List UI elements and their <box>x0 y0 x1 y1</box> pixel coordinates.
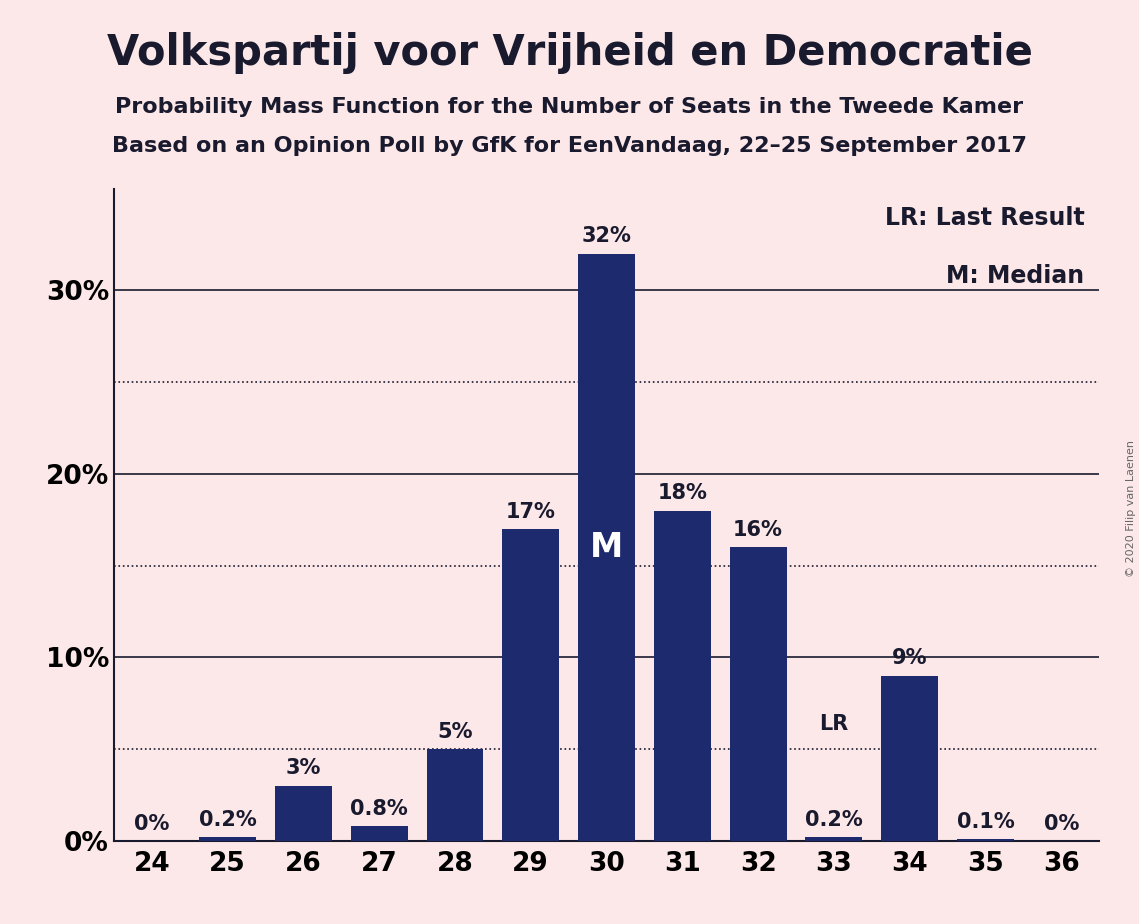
Bar <box>957 839 1014 841</box>
Text: M: Median: M: Median <box>947 264 1084 288</box>
Bar <box>426 749 483 841</box>
Bar <box>654 511 711 841</box>
Text: 0%: 0% <box>134 813 170 833</box>
Text: Based on an Opinion Poll by GfK for EenVandaag, 22–25 September 2017: Based on an Opinion Poll by GfK for EenV… <box>112 136 1027 156</box>
Bar <box>502 529 559 841</box>
Text: 32%: 32% <box>582 226 631 247</box>
Bar <box>730 547 787 841</box>
Text: 16%: 16% <box>734 520 782 540</box>
Bar <box>274 785 331 841</box>
Text: 5%: 5% <box>437 722 473 742</box>
Text: 0.2%: 0.2% <box>198 809 256 830</box>
Text: M: M <box>590 530 623 564</box>
Text: 0.2%: 0.2% <box>805 809 862 830</box>
Bar <box>579 254 634 841</box>
Bar <box>805 837 862 841</box>
Text: 17%: 17% <box>506 502 556 521</box>
Text: 18%: 18% <box>657 483 707 504</box>
Text: LR: LR <box>819 714 849 735</box>
Text: 0.1%: 0.1% <box>957 811 1015 832</box>
Text: LR: Last Result: LR: Last Result <box>885 206 1084 230</box>
Text: Volkspartij voor Vrijheid en Democratie: Volkspartij voor Vrijheid en Democratie <box>107 32 1032 74</box>
Text: Probability Mass Function for the Number of Seats in the Tweede Kamer: Probability Mass Function for the Number… <box>115 97 1024 117</box>
Text: 9%: 9% <box>892 649 927 668</box>
Text: 3%: 3% <box>286 759 321 778</box>
Bar <box>882 675 939 841</box>
Bar <box>199 837 256 841</box>
Text: 0%: 0% <box>1043 813 1079 833</box>
Text: © 2020 Filip van Laenen: © 2020 Filip van Laenen <box>1126 440 1136 577</box>
Bar <box>351 826 408 841</box>
Text: 0.8%: 0.8% <box>351 799 408 819</box>
